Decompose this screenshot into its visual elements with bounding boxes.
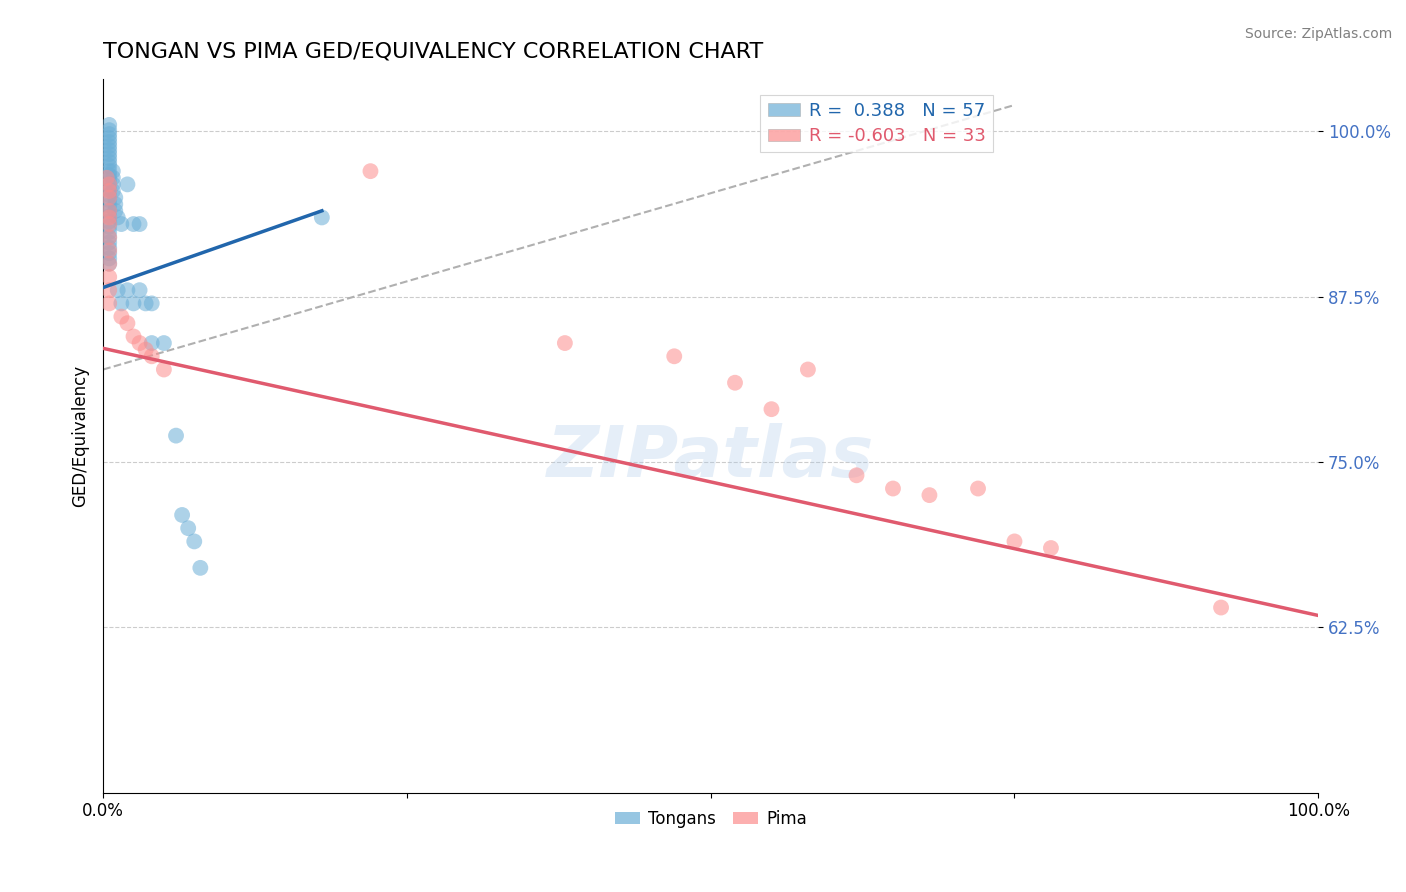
Point [96,170,118,185]
Point [98,135,121,149]
Point [98,235,121,250]
Point [101,184,124,198]
Point [98,164,121,178]
Point [128,217,150,231]
Point [141,296,163,310]
Point [122,329,145,343]
Point [122,296,145,310]
Text: ZIPatlas: ZIPatlas [547,423,875,491]
Point [98,269,121,284]
Point [98,203,121,218]
Point [98,193,121,207]
Point [967,482,990,496]
Point [98,178,121,192]
Point [98,203,121,218]
Point [98,230,121,244]
Point [98,123,121,137]
Point [98,244,121,258]
Point [107,283,129,297]
Point [172,508,194,522]
Point [117,178,139,192]
Text: TONGAN VS PIMA GED/EQUIVALENCY CORRELATION CHART: TONGAN VS PIMA GED/EQUIVALENCY CORRELATI… [103,42,763,62]
Point [664,349,686,363]
Point [98,209,121,223]
Point [135,343,157,357]
Point [98,118,121,132]
Point [141,336,163,351]
Point [98,211,121,225]
Point [128,336,150,351]
Point [98,127,121,141]
Point [98,217,121,231]
Point [107,211,129,225]
Y-axis label: GED/Equivalency: GED/Equivalency [72,365,89,507]
Point [110,296,132,310]
Point [101,164,124,178]
Point [141,349,163,363]
Point [98,172,121,186]
Point [101,178,124,192]
Point [98,184,121,198]
Point [724,376,747,390]
Point [98,191,121,205]
Point [98,230,121,244]
Point [98,257,121,271]
Point [845,468,868,483]
Point [98,283,121,297]
Point [98,183,121,197]
Point [128,283,150,297]
Point [98,246,121,260]
Point [110,217,132,231]
Point [98,159,121,173]
Point [98,257,121,271]
Point [1209,600,1232,615]
Point [117,316,139,330]
Point [98,214,121,228]
Point [98,296,121,310]
Point [761,402,783,417]
Point [98,219,121,234]
Point [797,362,820,376]
Point [98,143,121,157]
Point [98,151,121,165]
Point [98,147,121,161]
Point [117,283,139,297]
Point [98,252,121,266]
Point [98,241,121,255]
Legend: Tongans, Pima: Tongans, Pima [607,803,813,834]
Point [153,362,176,376]
Point [177,521,200,535]
Point [98,168,121,182]
Point [359,164,381,178]
Point [311,211,333,225]
Point [918,488,941,502]
Point [98,155,121,169]
Point [98,198,121,212]
Point [183,534,205,549]
Point [98,188,121,202]
Point [165,428,187,442]
Text: Source: ZipAtlas.com: Source: ZipAtlas.com [1244,27,1392,41]
Point [122,217,145,231]
Point [1039,541,1062,555]
Point [104,191,127,205]
Point [554,336,576,351]
Point [110,310,132,324]
Point [98,178,121,192]
Point [98,139,121,153]
Point [135,296,157,310]
Point [1004,534,1026,549]
Point [104,197,127,211]
Point [101,170,124,185]
Point [98,131,121,145]
Point [98,225,121,239]
Point [188,561,211,575]
Point [882,482,904,496]
Point [104,203,127,218]
Point [153,336,176,351]
